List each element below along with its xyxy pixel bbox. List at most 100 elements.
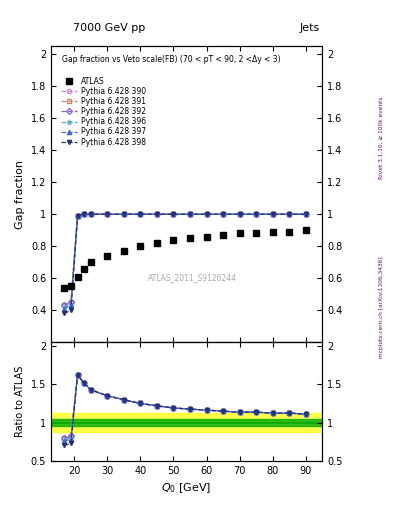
- Pythia 6.428 390: [75, 213, 80, 219]
- Pythia 6.428 396: [154, 211, 159, 217]
- Pythia 6.428 397: [221, 211, 226, 217]
- Pythia 6.428 396: [254, 211, 259, 217]
- Pythia 6.428 392: [303, 211, 308, 217]
- Y-axis label: Ratio to ATLAS: Ratio to ATLAS: [15, 366, 25, 437]
- ATLAS: [121, 248, 126, 254]
- Pythia 6.428 396: [204, 211, 209, 217]
- Pythia 6.428 391: [62, 303, 67, 309]
- Pythia 6.428 398: [270, 211, 275, 217]
- Line: Pythia 6.428 396: Pythia 6.428 396: [62, 212, 308, 309]
- Pythia 6.428 390: [187, 211, 192, 217]
- Text: mcplots.cern.ch [arXiv:1306.3436]: mcplots.cern.ch [arXiv:1306.3436]: [379, 257, 384, 358]
- Pythia 6.428 398: [62, 310, 67, 316]
- Pythia 6.428 396: [88, 211, 93, 217]
- Pythia 6.428 391: [154, 211, 159, 217]
- Pythia 6.428 391: [254, 211, 259, 217]
- Pythia 6.428 396: [121, 211, 126, 217]
- Pythia 6.428 390: [237, 211, 242, 217]
- Bar: [51, 419, 322, 426]
- Pythia 6.428 391: [287, 211, 292, 217]
- ATLAS: [75, 273, 80, 280]
- ATLAS: [62, 285, 67, 291]
- Pythia 6.428 396: [62, 304, 67, 310]
- Pythia 6.428 397: [154, 211, 159, 217]
- ATLAS: [105, 253, 110, 259]
- Pythia 6.428 391: [204, 211, 209, 217]
- Pythia 6.428 391: [68, 299, 73, 305]
- Pythia 6.428 397: [254, 211, 259, 217]
- Pythia 6.428 398: [221, 211, 226, 217]
- Pythia 6.428 392: [254, 211, 259, 217]
- Pythia 6.428 392: [221, 211, 226, 217]
- Pythia 6.428 396: [105, 211, 110, 217]
- Pythia 6.428 392: [204, 211, 209, 217]
- Pythia 6.428 390: [270, 211, 275, 217]
- Pythia 6.428 392: [154, 211, 159, 217]
- Pythia 6.428 397: [62, 306, 67, 312]
- Pythia 6.428 396: [270, 211, 275, 217]
- Pythia 6.428 398: [154, 211, 159, 217]
- Pythia 6.428 396: [237, 211, 242, 217]
- Pythia 6.428 391: [303, 211, 308, 217]
- ATLAS: [171, 237, 176, 243]
- Pythia 6.428 397: [187, 211, 192, 217]
- Pythia 6.428 390: [121, 211, 126, 217]
- Pythia 6.428 392: [62, 303, 67, 309]
- Line: Pythia 6.428 398: Pythia 6.428 398: [62, 212, 308, 315]
- Pythia 6.428 391: [82, 211, 86, 217]
- Pythia 6.428 390: [138, 211, 143, 217]
- Pythia 6.428 390: [204, 211, 209, 217]
- Pythia 6.428 391: [270, 211, 275, 217]
- Pythia 6.428 392: [270, 211, 275, 217]
- Pythia 6.428 392: [138, 211, 143, 217]
- X-axis label: $Q_0$ [GeV]: $Q_0$ [GeV]: [162, 481, 212, 495]
- Pythia 6.428 391: [237, 211, 242, 217]
- Pythia 6.428 397: [270, 211, 275, 217]
- Pythia 6.428 398: [237, 211, 242, 217]
- Pythia 6.428 390: [254, 211, 259, 217]
- Pythia 6.428 390: [154, 211, 159, 217]
- Pythia 6.428 398: [303, 211, 308, 217]
- Pythia 6.428 398: [88, 211, 93, 217]
- Pythia 6.428 398: [254, 211, 259, 217]
- Text: Rivet 3.1.10, ≥ 100k events: Rivet 3.1.10, ≥ 100k events: [379, 97, 384, 180]
- Pythia 6.428 397: [303, 211, 308, 217]
- ATLAS: [287, 229, 292, 235]
- Pythia 6.428 391: [187, 211, 192, 217]
- Line: Pythia 6.428 392: Pythia 6.428 392: [62, 212, 308, 308]
- ATLAS: [187, 235, 192, 241]
- Pythia 6.428 396: [187, 211, 192, 217]
- Pythia 6.428 396: [82, 211, 86, 217]
- ATLAS: [154, 240, 159, 246]
- Pythia 6.428 397: [171, 211, 176, 217]
- Pythia 6.428 398: [187, 211, 192, 217]
- Bar: [51, 413, 322, 432]
- Pythia 6.428 398: [121, 211, 126, 217]
- Pythia 6.428 396: [68, 301, 73, 307]
- ATLAS: [237, 230, 242, 237]
- Pythia 6.428 396: [221, 211, 226, 217]
- Text: Gap fraction vs Veto scale(FB) (70 < pT < 90, 2 <Δy < 3): Gap fraction vs Veto scale(FB) (70 < pT …: [62, 55, 281, 64]
- Pythia 6.428 396: [287, 211, 292, 217]
- Pythia 6.428 390: [287, 211, 292, 217]
- Pythia 6.428 396: [138, 211, 143, 217]
- Pythia 6.428 392: [287, 211, 292, 217]
- Pythia 6.428 391: [105, 211, 110, 217]
- Pythia 6.428 390: [171, 211, 176, 217]
- Text: 7000 GeV pp: 7000 GeV pp: [73, 23, 145, 33]
- Pythia 6.428 392: [82, 211, 86, 217]
- Pythia 6.428 397: [82, 211, 86, 217]
- Pythia 6.428 391: [75, 213, 80, 219]
- Pythia 6.428 392: [88, 211, 93, 217]
- Pythia 6.428 390: [88, 211, 93, 217]
- Pythia 6.428 397: [287, 211, 292, 217]
- Pythia 6.428 391: [121, 211, 126, 217]
- Pythia 6.428 398: [171, 211, 176, 217]
- Pythia 6.428 392: [75, 213, 80, 219]
- Pythia 6.428 398: [82, 211, 86, 217]
- Pythia 6.428 398: [287, 211, 292, 217]
- ATLAS: [303, 227, 308, 233]
- ATLAS: [138, 243, 143, 249]
- Pythia 6.428 392: [237, 211, 242, 217]
- Pythia 6.428 398: [138, 211, 143, 217]
